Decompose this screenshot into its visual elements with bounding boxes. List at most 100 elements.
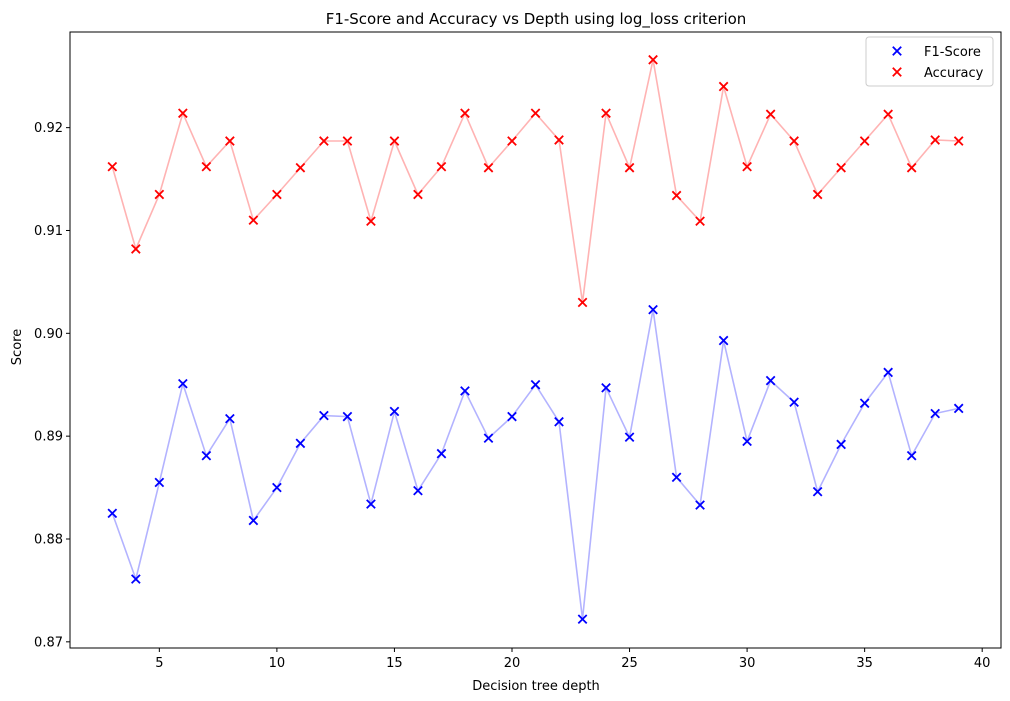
data-point-series1-36 [883, 367, 893, 378]
data-point-series1-20 [507, 411, 517, 422]
data-point-series1-18 [460, 386, 470, 396]
series-line-1 [111, 309, 959, 620]
data-point-series1-29 [718, 335, 729, 346]
data-point-series1-24 [601, 382, 611, 393]
y-axis: 0.87 0.88 0.89 0.90 0.91 0.92 [34, 121, 70, 650]
data-point-series2-18 [460, 108, 470, 119]
data-point-series2-31 [765, 109, 776, 120]
data-point-series2-32 [789, 136, 799, 146]
data-point-series2-27 [671, 190, 682, 201]
x-tick-label: 5 [155, 656, 163, 671]
y-tick-label: 0.89 [34, 430, 63, 445]
data-point-series1-7 [201, 450, 212, 461]
data-point-series2-4 [130, 244, 141, 254]
y-axis-label: Score [10, 329, 25, 365]
x-tick-label: 15 [386, 656, 403, 671]
data-point-series2-6 [178, 108, 188, 119]
data-point-series1-9 [248, 515, 259, 526]
y-tick-label: 0.87 [34, 635, 63, 650]
data-point-series1-21 [530, 379, 541, 390]
data-point-series1-34 [836, 439, 846, 450]
data-point-series2-38 [930, 135, 941, 145]
x-axis: 5 10 15 20 25 30 35 40 [155, 648, 990, 671]
data-point-series2-28 [695, 216, 705, 227]
data-point-series1-19 [483, 433, 494, 444]
data-point-series2-26 [648, 54, 658, 65]
x-tick-label: 25 [621, 656, 638, 671]
legend-label-2: Accuracy [924, 66, 984, 81]
data-point-series1-31 [765, 375, 776, 386]
data-point-series1-23 [577, 614, 588, 625]
data-point-series2-9 [248, 215, 259, 226]
data-point-series1-10 [272, 482, 282, 493]
data-point-series2-22 [554, 135, 564, 145]
data-point-series1-8 [225, 413, 235, 424]
data-point-series1-16 [413, 485, 423, 496]
data-point-series1-27 [671, 472, 682, 483]
data-point-series1-11 [295, 438, 306, 449]
data-point-series2-12 [319, 136, 329, 146]
data-point-series1-38 [930, 408, 941, 419]
x-tick-label: 20 [504, 656, 521, 671]
data-point-series1-32 [789, 397, 799, 408]
data-point-series1-37 [906, 450, 917, 461]
x-tick-label: 30 [739, 656, 756, 671]
data-point-series2-5 [154, 189, 165, 200]
data-point-series2-16 [413, 189, 423, 200]
data-point-series1-30 [742, 436, 752, 447]
y-tick-label: 0.92 [34, 121, 63, 136]
data-point-series2-37 [906, 162, 917, 173]
data-point-series1-3 [107, 508, 118, 519]
data-point-series2-10 [272, 189, 282, 200]
legend-marker-1 [892, 46, 902, 56]
data-point-series1-26 [648, 304, 658, 315]
data-point-series1-35 [859, 398, 870, 409]
data-point-series2-7 [201, 161, 212, 172]
data-point-series1-12 [319, 410, 329, 421]
data-point-series2-14 [366, 216, 376, 227]
data-point-series2-11 [295, 162, 306, 173]
series-line-2 [111, 59, 959, 303]
data-point-series2-3 [107, 161, 118, 172]
data-point-series2-17 [436, 161, 447, 172]
y-tick-label: 0.88 [34, 532, 63, 547]
data-point-series1-28 [695, 500, 705, 510]
data-point-series1-33 [812, 486, 823, 497]
data-point-series2-34 [836, 162, 846, 173]
y-tick-label: 0.91 [34, 224, 63, 239]
data-point-series2-15 [389, 136, 400, 146]
data-point-series1-15 [389, 406, 400, 417]
data-point-series2-13 [342, 136, 353, 146]
x-tick-label: 35 [856, 656, 873, 671]
data-point-series2-24 [601, 108, 611, 119]
data-point-series2-23 [577, 297, 588, 308]
data-point-series1-4 [130, 574, 141, 584]
x-tick-label: 40 [974, 656, 991, 671]
data-point-series2-20 [507, 136, 517, 146]
data-point-series1-39 [953, 403, 964, 414]
data-point-series2-33 [812, 189, 823, 200]
legend-marker-2 [892, 67, 902, 77]
data-point-series2-36 [883, 109, 893, 120]
data-point-series1-14 [366, 499, 376, 509]
plot-frame [69, 31, 1002, 649]
legend: F1-Score Accuracy [865, 36, 994, 87]
data-point-series1-17 [436, 448, 447, 459]
chart-title: F1-Score and Accuracy vs Depth using log… [326, 10, 747, 29]
data-point-series2-30 [742, 161, 752, 172]
data-point-series2-35 [859, 136, 870, 146]
data-point-series1-25 [624, 432, 635, 443]
legend-label-1: F1-Score [924, 45, 981, 60]
data-point-series1-13 [342, 411, 353, 422]
data-point-series2-39 [953, 136, 964, 146]
data-point-series2-25 [624, 162, 635, 173]
data-point-series2-29 [718, 81, 729, 92]
data-point-series1-5 [154, 477, 165, 488]
y-tick-label: 0.90 [34, 327, 63, 342]
data-point-series2-19 [483, 162, 494, 173]
data-point-series1-6 [178, 378, 188, 389]
x-axis-label: Decision tree depth [472, 679, 600, 694]
x-tick-label: 10 [269, 656, 286, 671]
data-point-series2-8 [225, 136, 235, 146]
